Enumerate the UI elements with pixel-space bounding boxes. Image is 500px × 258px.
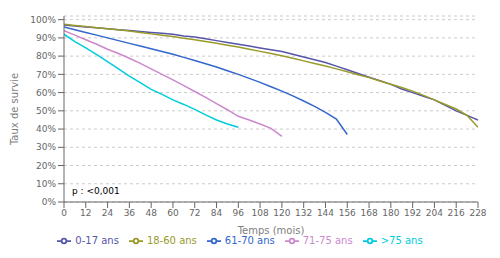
svg-text:216: 216 xyxy=(448,208,465,218)
svg-text:p : <0,001: p : <0,001 xyxy=(72,186,120,196)
svg-text:12: 12 xyxy=(80,208,91,218)
html-text:71-75 ans: 71-75 ans xyxy=(302,235,353,246)
svg-text:100%: 100% xyxy=(30,15,56,25)
svg-text:204: 204 xyxy=(426,208,443,218)
svg-text:228: 228 xyxy=(469,208,486,218)
svg-text:Temps (mois): Temps (mois) xyxy=(237,225,305,236)
svg-text:60%: 60% xyxy=(36,88,56,98)
svg-text:108: 108 xyxy=(252,208,269,218)
html-text:18-60 ans: 18-60 ans xyxy=(146,235,197,246)
svg-text:70%: 70% xyxy=(36,70,56,80)
svg-text:30%: 30% xyxy=(36,142,56,152)
html-text:61-70 ans: 61-70 ans xyxy=(224,235,275,246)
svg-text:24: 24 xyxy=(102,208,114,218)
svg-text:168: 168 xyxy=(360,208,377,218)
svg-text:Taux de survie: Taux de survie xyxy=(9,73,20,146)
svg-text:156: 156 xyxy=(339,208,356,218)
svg-text:72: 72 xyxy=(189,208,200,218)
html-text:0-17 ans: 0-17 ans xyxy=(75,235,119,246)
svg-text:144: 144 xyxy=(317,208,334,218)
svg-text:0: 0 xyxy=(61,208,67,218)
svg-text:20%: 20% xyxy=(36,161,56,171)
svg-text:180: 180 xyxy=(382,208,399,218)
html-text:>75 ans: >75 ans xyxy=(380,235,423,246)
svg-text:132: 132 xyxy=(295,208,312,218)
svg-text:96: 96 xyxy=(233,208,245,218)
svg-text:80%: 80% xyxy=(36,51,56,61)
svg-text:48: 48 xyxy=(145,208,157,218)
svg-text:40%: 40% xyxy=(36,124,56,134)
svg-text:120: 120 xyxy=(273,208,290,218)
svg-text:0%: 0% xyxy=(42,197,57,207)
svg-text:90%: 90% xyxy=(36,33,56,43)
svg-text:60: 60 xyxy=(167,208,179,218)
svg-text:84: 84 xyxy=(211,208,223,218)
svg-text:50%: 50% xyxy=(36,106,56,116)
svg-text:10%: 10% xyxy=(36,179,56,189)
svg-text:36: 36 xyxy=(124,208,136,218)
svg-text:192: 192 xyxy=(404,208,421,218)
